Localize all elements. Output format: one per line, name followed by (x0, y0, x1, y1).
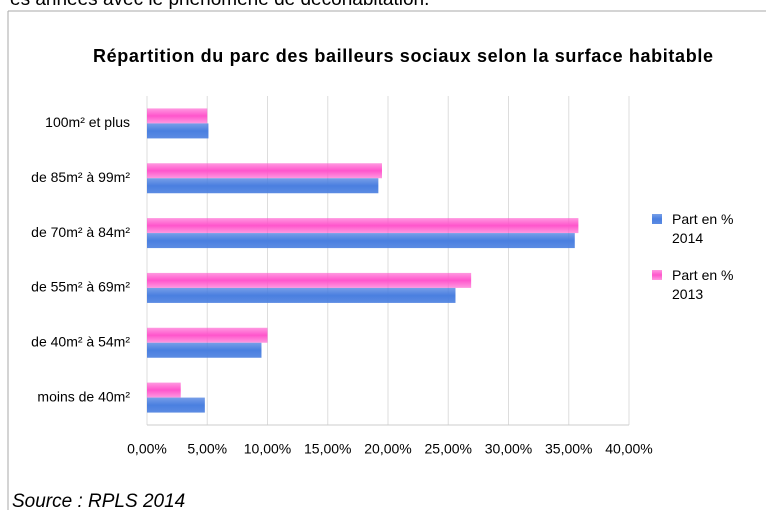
y-tick-label: de 55m² à 69m² (31, 279, 130, 295)
x-tick-label: 10,00% (244, 441, 291, 457)
bar (147, 218, 579, 234)
bar (147, 123, 209, 139)
bar (147, 342, 262, 358)
y-tick-label: de 85m² à 99m² (31, 169, 130, 185)
bar (147, 382, 181, 398)
x-tick-label: 0,00% (127, 441, 167, 457)
x-tick-label: 25,00% (425, 441, 472, 457)
bar (147, 108, 208, 124)
bar (147, 163, 382, 179)
y-tick-label: moins de 40m² (37, 388, 130, 404)
y-tick-label: de 70m² à 84m² (31, 224, 130, 240)
header-text: es années avec le phénomène de décohabit… (10, 0, 429, 10)
source: Source : RPLS 2014 (12, 491, 185, 510)
x-tick-label: 30,00% (485, 441, 532, 457)
bar (147, 397, 205, 413)
y-tick-label: 100m² et plus (45, 114, 130, 130)
legend-swatch (652, 270, 662, 280)
x-tick-label: 5,00% (187, 441, 227, 457)
bar (147, 178, 379, 194)
x-tick-label: 20,00% (364, 441, 411, 457)
legend-label: Part en % 2013 (672, 267, 734, 302)
chart-title: Répartition du parc des bailleurs sociau… (93, 46, 713, 66)
x-tick-label: 40,00% (605, 441, 652, 457)
y-tick-label: de 40m² à 54m² (31, 333, 130, 349)
bar (147, 287, 456, 303)
x-tick-label: 15,00% (304, 441, 351, 457)
bar (147, 272, 472, 288)
legend-label: Part en % 2014 (672, 211, 734, 246)
legend-swatch (652, 214, 662, 224)
bar (147, 233, 575, 249)
x-tick-label: 35,00% (545, 441, 592, 457)
bar (147, 327, 268, 343)
